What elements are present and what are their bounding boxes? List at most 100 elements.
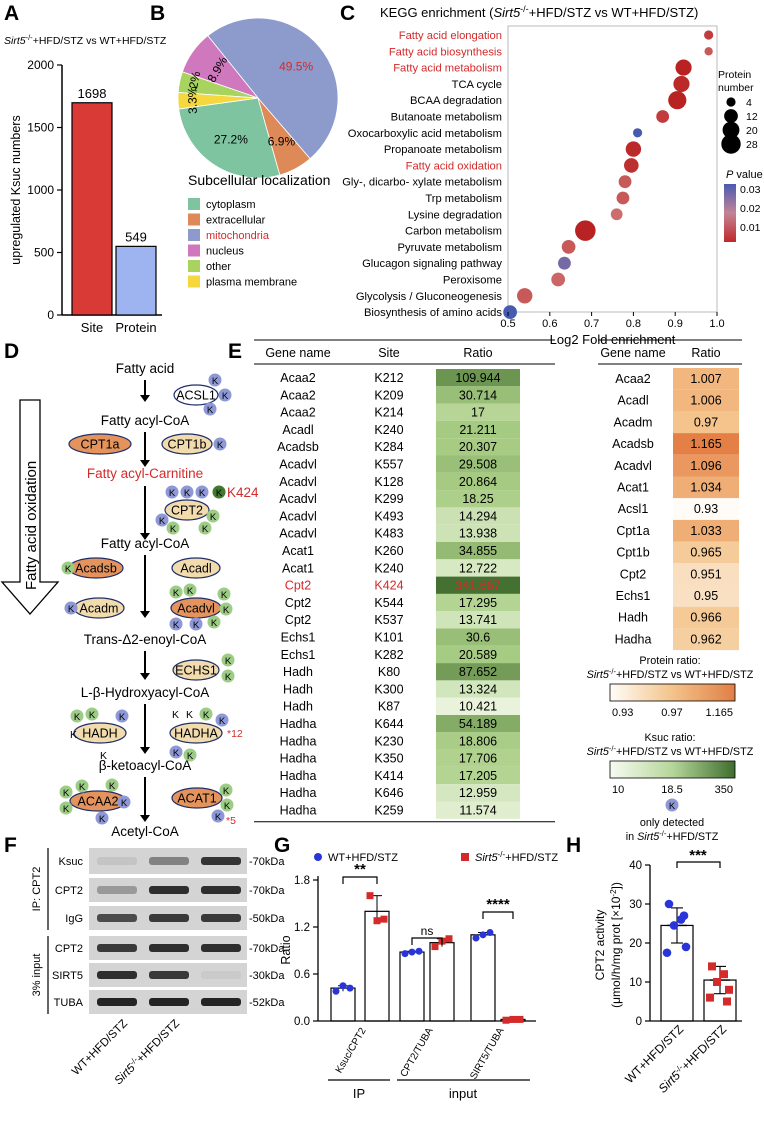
legend-swatch-mitochondria bbox=[188, 229, 200, 241]
hadh-ellipse bbox=[73, 722, 127, 744]
hadh-k-label: K bbox=[70, 729, 77, 741]
lysine-label: K bbox=[222, 391, 229, 402]
bubble-point bbox=[551, 272, 566, 287]
ksuc-ratio-cell bbox=[436, 490, 520, 508]
ksuc-ratio-cell bbox=[436, 732, 520, 750]
blot-band bbox=[97, 857, 137, 865]
panel-letter-b: B bbox=[150, 2, 165, 25]
ksuc-site: K414 bbox=[374, 769, 403, 783]
y-tick-label: 1.2 bbox=[294, 922, 310, 934]
protein-gene: Acat1 bbox=[617, 481, 649, 495]
protein-ratio-cell bbox=[673, 628, 739, 651]
significance-bracket bbox=[676, 861, 721, 868]
scale-subtitle: Sirt5-/-+HFD/STZ vs WT+HFD/STZ bbox=[587, 667, 754, 681]
panel-b: B 27.2% 6.9%49.5%8.9%4.2%3.3% Subcellular… bbox=[150, 2, 339, 289]
panel-letter-a: A bbox=[4, 2, 19, 25]
protein-gene: Cpt1a bbox=[616, 524, 649, 538]
term-label: Pyruvate metabolism bbox=[398, 242, 502, 254]
data-point bbox=[339, 982, 347, 990]
plot-frame bbox=[507, 25, 718, 313]
pie-slice-plasma-membrane bbox=[177, 92, 259, 110]
ksuc-ratio: 109.944 bbox=[455, 371, 500, 385]
ksuc-ratio: 20.864 bbox=[459, 475, 497, 489]
ksuc-ratio: 13.324 bbox=[459, 682, 497, 696]
lysine-marker bbox=[165, 485, 179, 499]
metabolite-label: Trans-Δ2-enoyl-CoA bbox=[84, 632, 207, 647]
lysine-label: K bbox=[225, 656, 232, 667]
fatty-acid-oxidation-label: Fatty acid oxidation bbox=[23, 461, 40, 590]
ksuc-ratio-cell bbox=[436, 784, 520, 802]
reaction-arrowhead bbox=[140, 395, 150, 402]
cpt2-label: CPT2 bbox=[171, 504, 203, 518]
acadl-label: Acadl bbox=[180, 562, 211, 576]
lysine-marker bbox=[59, 801, 73, 815]
ksuc-gene: Acat1 bbox=[282, 561, 314, 575]
protein-ratio: 1.007 bbox=[690, 372, 721, 386]
input-group-label: input bbox=[449, 1086, 478, 1101]
ksuc-site: K80 bbox=[378, 665, 400, 679]
protein-ratio: 0.95 bbox=[694, 589, 718, 603]
blot-band bbox=[201, 971, 241, 979]
bubble-point bbox=[656, 110, 670, 123]
ksuc-header: Site bbox=[378, 346, 400, 360]
panel-c: C KEGG enrichment (Sirt5-/-+HFD/STZ vs W… bbox=[340, 2, 763, 347]
lysine-marker bbox=[169, 617, 183, 631]
ksuc-ratio: 54.189 bbox=[459, 717, 497, 731]
fatty-acid-oxidation-arrow bbox=[0, 399, 60, 615]
ksuc-site: K644 bbox=[374, 717, 403, 731]
blot-band bbox=[201, 886, 241, 894]
bar bbox=[429, 942, 455, 1022]
size-legend-title: number bbox=[718, 82, 754, 94]
ksuc-ratio: 341.667 bbox=[455, 579, 500, 593]
pie-slice-cytoplasm bbox=[178, 97, 281, 179]
blot-row-label: SIRT5 bbox=[52, 970, 83, 982]
term-label: Gly-, dicarbo- xylate metabolism bbox=[342, 177, 502, 189]
cpt1a-ellipse bbox=[68, 433, 132, 455]
data-point bbox=[664, 899, 674, 909]
p-tick-label: 0.03 bbox=[740, 184, 761, 196]
lysine-marker bbox=[117, 795, 131, 809]
ksuc-ratio-cell bbox=[436, 611, 520, 629]
hadh-label: HADH bbox=[82, 727, 117, 741]
blot-row-label: Ksuc bbox=[59, 856, 84, 868]
acsl1-label: ACSL1 bbox=[176, 389, 216, 403]
blot-kda-label: -70kDa bbox=[249, 856, 285, 868]
bubble-point bbox=[668, 91, 687, 110]
lysine-marker bbox=[198, 521, 212, 535]
size-legend-dot bbox=[721, 134, 741, 154]
ksuc-gene: Cpt2 bbox=[285, 613, 311, 627]
lysine-marker bbox=[166, 521, 180, 535]
ksuc-site: K214 bbox=[374, 406, 403, 420]
ksuc-site: K282 bbox=[374, 648, 403, 662]
protein-gene: Acadl bbox=[617, 394, 648, 408]
data-point bbox=[332, 987, 340, 995]
significance-label: *** bbox=[689, 847, 707, 864]
term-label: Fatty acid elongation bbox=[399, 30, 502, 42]
bubble-point bbox=[625, 141, 642, 157]
ksuc-gene: Hadha bbox=[280, 769, 317, 783]
ksuc-ratio: 30.6 bbox=[466, 631, 490, 645]
ksuc-site: K424 bbox=[374, 579, 403, 593]
ksuc-ratio-table: Gene name Site Ratio Acaa2 K212 109.944 Acaa2 K… bbox=[254, 339, 555, 823]
acadl-ellipse bbox=[171, 557, 221, 579]
ksuc-ratio-cell bbox=[436, 766, 520, 785]
ksuc-ratio: 13.741 bbox=[459, 613, 497, 627]
lysine-marker bbox=[169, 745, 183, 759]
only-detected-line2: in Sirt5-/-+HFD/STZ bbox=[626, 829, 719, 843]
acadsb-label: Acadsb bbox=[75, 562, 117, 576]
term-label: Fatty acid metabolism bbox=[393, 63, 502, 75]
significance-bracket bbox=[482, 911, 514, 919]
p-color-bar bbox=[724, 184, 736, 242]
pie-slice-label: 27.2% bbox=[214, 133, 248, 147]
legend-label-wt: WT+HFD/STZ bbox=[328, 852, 398, 864]
ksuc-site: K300 bbox=[374, 682, 403, 696]
lysine-marker bbox=[75, 779, 89, 793]
ksuc-ratio: 14.294 bbox=[459, 509, 497, 523]
blot-row-label: CPT2 bbox=[55, 885, 83, 897]
lysine-marker bbox=[70, 709, 84, 723]
protein-gene: Hadh bbox=[618, 611, 648, 625]
data-point bbox=[415, 947, 423, 955]
ip-group-label: IP bbox=[353, 1086, 365, 1101]
blot-band bbox=[149, 914, 189, 922]
protein-ratio: 0.97 bbox=[694, 415, 718, 429]
